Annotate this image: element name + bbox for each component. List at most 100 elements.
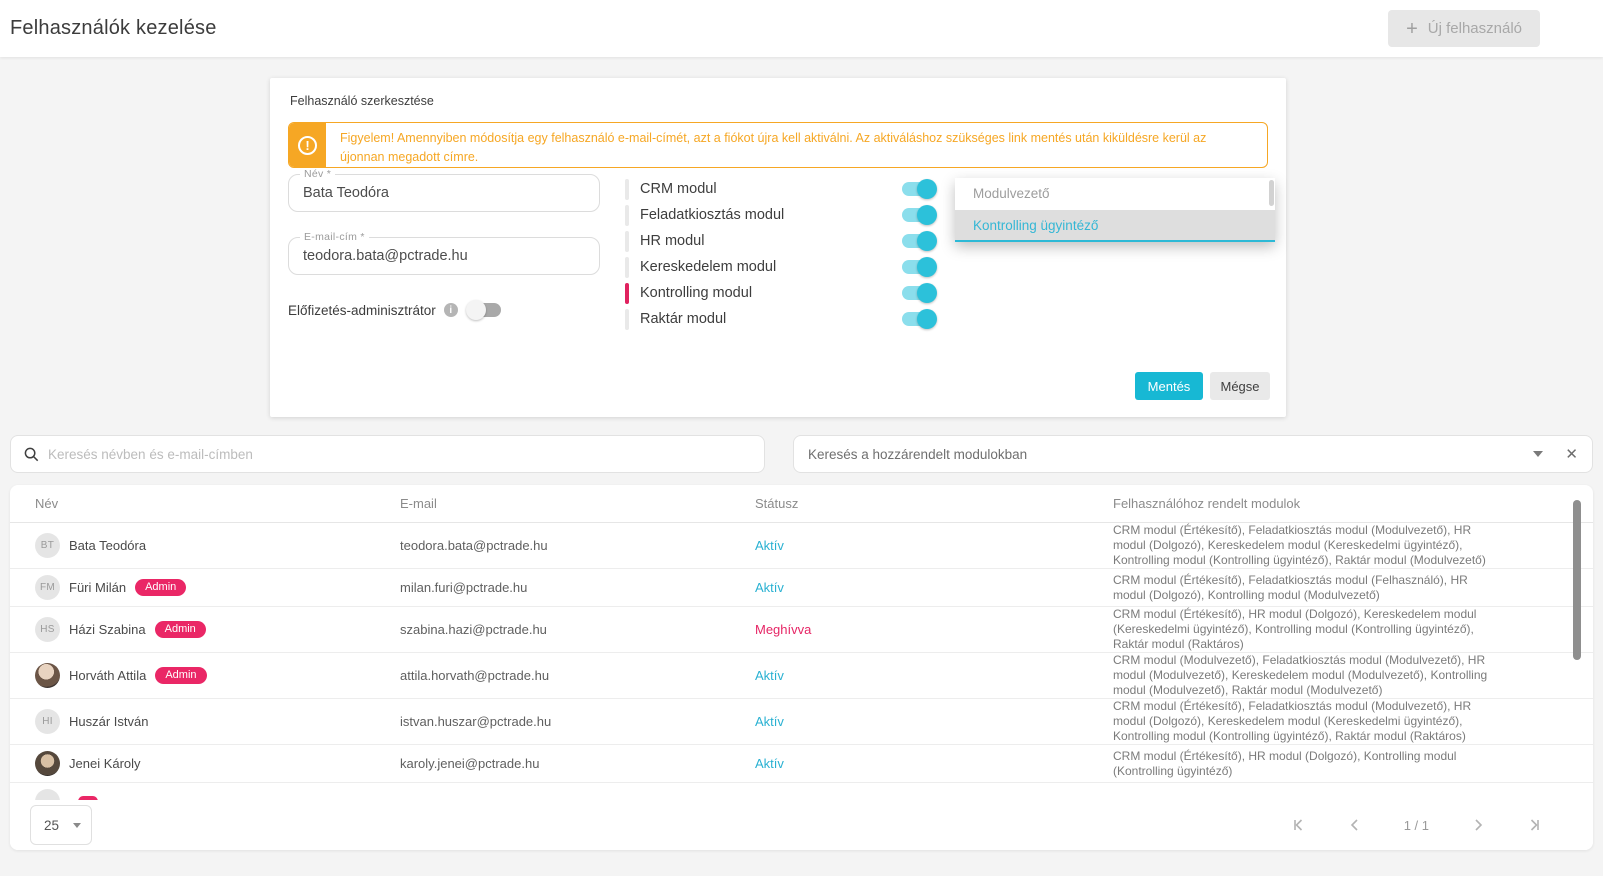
name-field[interactable] bbox=[289, 175, 599, 211]
page-size-value: 25 bbox=[44, 817, 60, 833]
table-row[interactable]: BT Bata Teodóra teodora.bata@pctrade.hu Akt… bbox=[10, 523, 1593, 569]
user-email-cell: attila.horvath@pctrade.hu bbox=[400, 668, 550, 683]
user-name: Házi Szabina bbox=[69, 622, 146, 637]
previous-page-button[interactable] bbox=[1348, 818, 1362, 832]
avatar: BT bbox=[35, 533, 60, 558]
module-toggle[interactable] bbox=[899, 205, 937, 225]
chevron-down-icon bbox=[1533, 451, 1544, 457]
first-page-button[interactable] bbox=[1292, 818, 1306, 832]
admin-badge: Admin bbox=[154, 621, 206, 638]
plus-icon: + bbox=[1406, 17, 1418, 40]
module-row-4[interactable]: Kontrolling modul bbox=[625, 280, 937, 306]
module-label: CRM modul bbox=[640, 181, 717, 197]
user-name: Bata Teodóra bbox=[69, 538, 147, 553]
module-toggle[interactable] bbox=[899, 283, 937, 303]
module-row-2[interactable]: HR modul bbox=[625, 228, 937, 254]
status-badge: Aktív bbox=[755, 668, 784, 683]
warning-icon: ! bbox=[289, 123, 326, 167]
table-row[interactable]: Horváth Attila Admin attila.horvath@pctrad… bbox=[10, 653, 1593, 699]
save-button[interactable]: Mentés bbox=[1135, 372, 1203, 400]
search-icon bbox=[24, 447, 39, 461]
module-toggle[interactable] bbox=[899, 231, 937, 251]
user-name: Füri Milán bbox=[69, 580, 127, 595]
avatar bbox=[35, 789, 60, 800]
email-field[interactable] bbox=[289, 238, 599, 274]
avatar: HI bbox=[35, 709, 60, 734]
table-row[interactable]: Jenei Károly karoly.jenei@pctrade.hu Aktív… bbox=[10, 745, 1593, 783]
page-size-caret-icon bbox=[73, 822, 81, 828]
table-row[interactable]: HI Huszár István istvan.huszar@pctrade.hu A… bbox=[10, 699, 1593, 745]
new-user-button[interactable]: + Új felhasználó bbox=[1388, 10, 1540, 47]
users-table: Név E-mail Státusz Felhasználóhoz rendel… bbox=[10, 485, 1593, 850]
avatar bbox=[35, 751, 60, 776]
column-header-status: Státusz bbox=[755, 496, 799, 511]
module-accent-bar bbox=[625, 308, 629, 330]
table-row[interactable]: FM Füri Milán Admin milan.furi@pctrade.hu Ak… bbox=[10, 569, 1593, 607]
email-field-wrapper: E-mail-cím * bbox=[288, 231, 600, 275]
role-option-1[interactable]: Kontrolling ügyintéző bbox=[955, 210, 1275, 242]
subscription-admin-row: Előfizetés-adminisztrátor i bbox=[288, 300, 600, 320]
user-name-cell: HS Házi Szabina Admin bbox=[35, 617, 400, 642]
page-size-select[interactable]: 25 bbox=[30, 805, 92, 845]
module-accent-bar bbox=[625, 204, 629, 226]
email-change-warning: ! Figyelem! Amennyiben módosítja egy fel… bbox=[288, 122, 1268, 168]
user-name-cell: BT Bata Teodóra bbox=[35, 533, 400, 558]
info-icon: i bbox=[443, 303, 458, 317]
user-email-cell: szabina.hazi@pctrade.hu bbox=[400, 622, 547, 637]
avatar bbox=[35, 663, 60, 688]
role-option-0[interactable]: Modulvezető bbox=[955, 178, 1275, 210]
user-modules-cell: CRM modul (Értékesítő), HR modul (Dolgoz… bbox=[1113, 607, 1477, 651]
table-scrollbar bbox=[1573, 497, 1581, 797]
module-label: Kontrolling modul bbox=[640, 285, 753, 301]
table-row[interactable] bbox=[10, 783, 1593, 800]
clear-filter-icon[interactable]: ✕ bbox=[1565, 445, 1578, 463]
user-modules-cell: CRM modul (Értékesítő), Feladatkiosztás … bbox=[1113, 523, 1486, 567]
module-row-1[interactable]: Feladatkiosztás modul bbox=[625, 202, 937, 228]
user-name-cell bbox=[35, 789, 400, 800]
user-modules-cell: CRM modul (Értékesítő), Feladatkiosztás … bbox=[1113, 572, 1468, 602]
table-scrollbar-thumb[interactable] bbox=[1573, 500, 1581, 660]
warning-text: Figyelem! Amennyiben módosítja egy felha… bbox=[340, 131, 1207, 165]
user-email-cell: karoly.jenei@pctrade.hu bbox=[400, 756, 540, 771]
module-row-0[interactable]: CRM modul bbox=[625, 176, 937, 202]
table-row[interactable]: HS Házi Szabina Admin szabina.hazi@pctrade.… bbox=[10, 607, 1593, 653]
module-filter-select[interactable]: Keresés a hozzárendelt modulokban ✕ bbox=[793, 435, 1593, 473]
top-bar: Felhasználók kezelése + Új felhasználó bbox=[0, 0, 1603, 57]
status-badge: Aktív bbox=[755, 538, 784, 553]
new-user-button-label: Új felhasználó bbox=[1427, 20, 1522, 37]
page-indicator: 1 / 1 bbox=[1403, 817, 1429, 833]
module-accent-bar bbox=[625, 282, 629, 304]
module-row-3[interactable]: Kereskedelem modul bbox=[625, 254, 937, 280]
dropdown-scrollbar[interactable] bbox=[1269, 180, 1274, 206]
last-page-button[interactable] bbox=[1527, 818, 1541, 832]
subscription-admin-label: Előfizetés-adminisztrátor bbox=[288, 302, 436, 318]
module-toggle[interactable] bbox=[899, 257, 937, 277]
admin-badge: Admin bbox=[135, 579, 187, 596]
role-dropdown: Modulvezető Kontrolling ügyintéző bbox=[955, 178, 1275, 242]
cancel-button[interactable]: Mégse bbox=[1210, 372, 1270, 400]
name-field-label: Név * bbox=[300, 168, 336, 180]
subscription-admin-toggle[interactable] bbox=[465, 300, 504, 320]
module-toggle[interactable] bbox=[899, 179, 937, 199]
module-label: Feladatkiosztás modul bbox=[640, 207, 785, 223]
column-header-email: E-mail bbox=[400, 496, 437, 511]
user-name-cell: FM Füri Milán Admin bbox=[35, 575, 400, 600]
module-label: HR modul bbox=[640, 233, 705, 249]
table-footer: 25 1 / 1 bbox=[10, 800, 1593, 850]
user-name: Huszár István bbox=[69, 714, 149, 729]
module-toggle[interactable] bbox=[899, 309, 937, 329]
email-field-label: E-mail-cím * bbox=[300, 231, 369, 243]
user-name-cell: Horváth Attila Admin bbox=[35, 663, 400, 688]
user-name: Horváth Attila bbox=[69, 668, 147, 683]
module-accent-bar bbox=[625, 256, 629, 278]
status-badge: Aktív bbox=[755, 756, 784, 771]
module-label: Kereskedelem modul bbox=[640, 259, 777, 275]
admin-badge bbox=[78, 796, 98, 800]
search-input[interactable] bbox=[48, 446, 751, 462]
user-name-cell: Jenei Károly bbox=[35, 751, 400, 776]
module-row-5[interactable]: Raktár modul bbox=[625, 306, 937, 332]
next-page-button[interactable] bbox=[1471, 818, 1485, 832]
status-badge: Aktív bbox=[755, 580, 784, 595]
module-label: Raktár modul bbox=[640, 311, 727, 327]
status-badge: Aktív bbox=[755, 714, 784, 729]
